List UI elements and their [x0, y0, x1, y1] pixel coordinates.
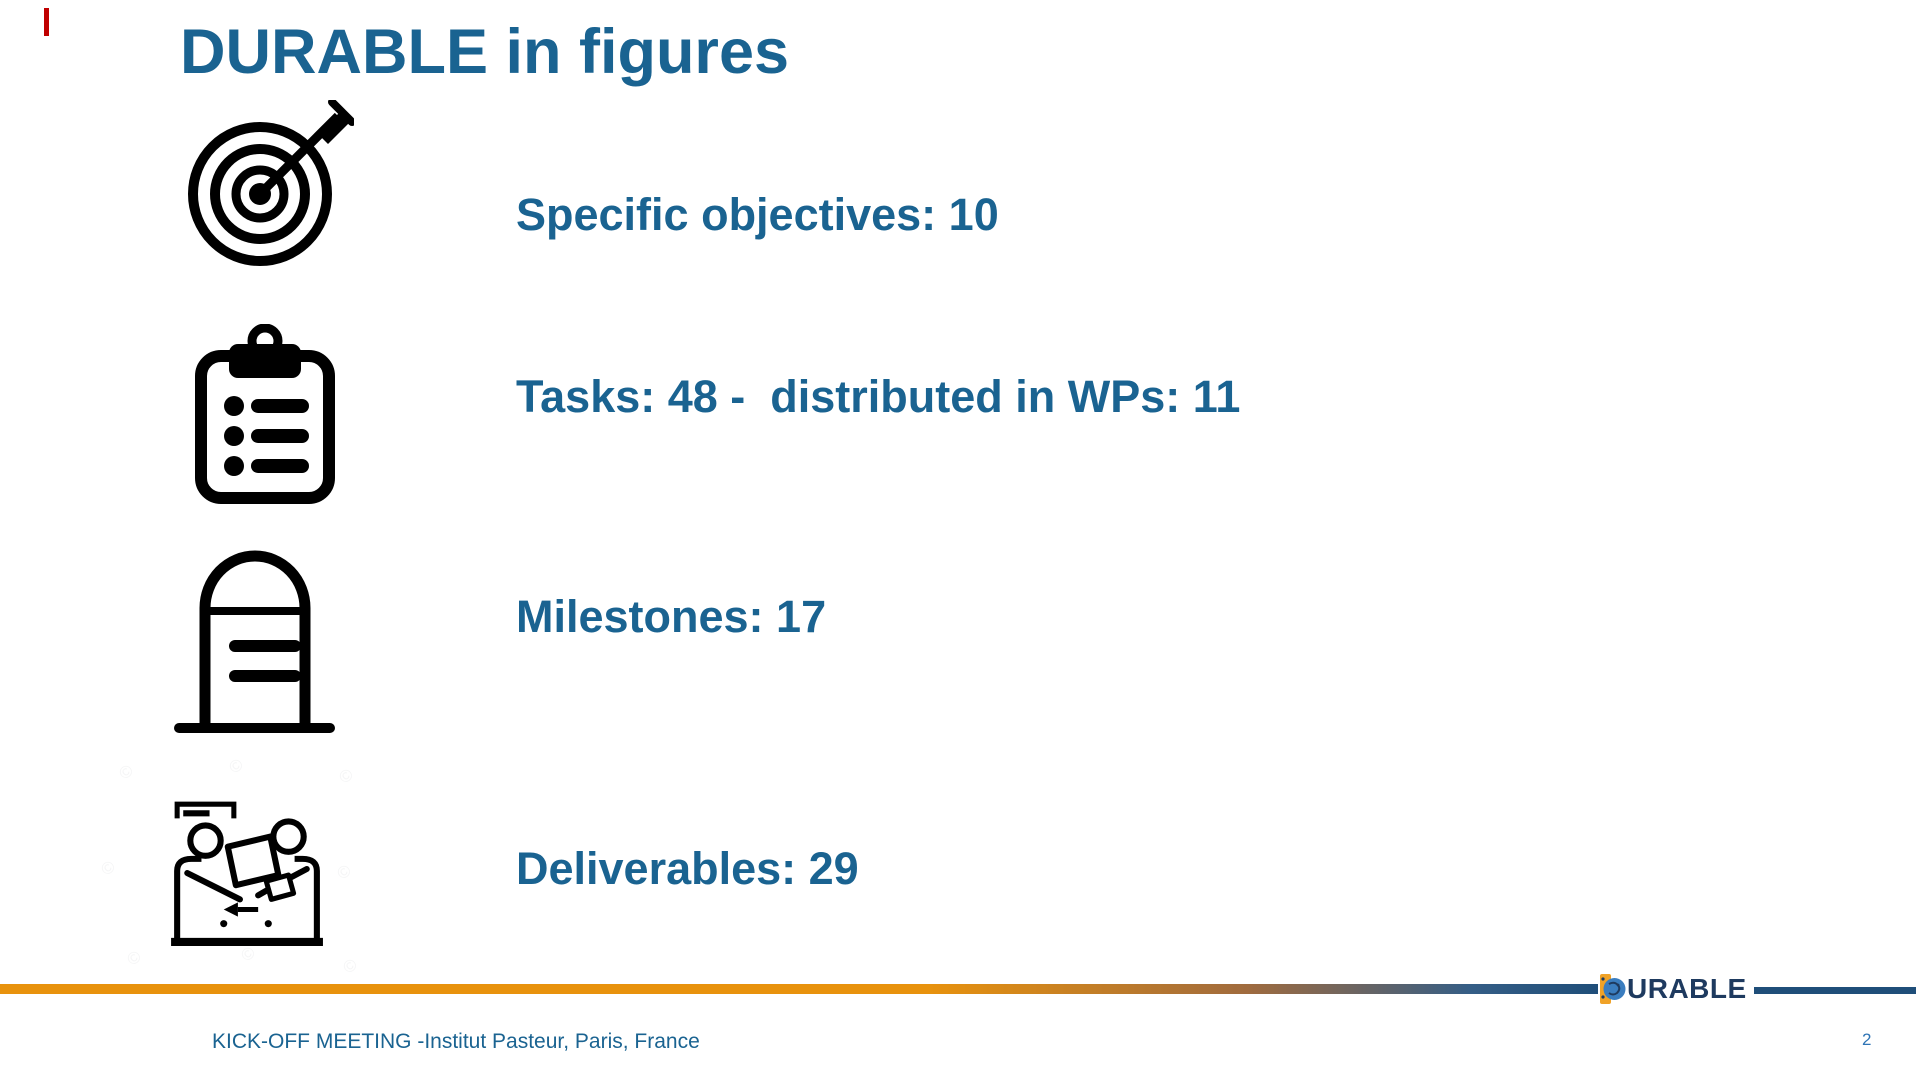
watermark-icon: © [123, 945, 147, 970]
target-icon [182, 98, 356, 272]
watermark-icon: © [115, 759, 139, 784]
bottom-right-rule [1754, 987, 1916, 994]
milestone-icon [172, 538, 337, 734]
stat-milestones: Milestones: 17 [516, 591, 827, 642]
durable-logo-mark-icon [1600, 974, 1626, 1004]
durable-logo-text: URABLE [1627, 973, 1747, 1004]
bottom-gradient-rule [0, 984, 1598, 994]
stat-deliverables: Deliverables: 29 [516, 843, 859, 894]
watermark-icon: © [339, 953, 363, 978]
slide-title: DURABLE in figures [180, 17, 790, 87]
page-number: 2 [1862, 1030, 1872, 1049]
watermark-icon: © [333, 859, 357, 884]
watermark-icon: © [335, 763, 359, 788]
clipboard-tasks-icon [190, 323, 340, 506]
footer-text: KICK-OFF MEETING -Institut Pasteur, Pari… [212, 1030, 700, 1053]
stat-specific-objectives: Specific objectives: 10 [516, 189, 999, 240]
red-mark [44, 8, 49, 36]
watermark-icon: © [225, 753, 249, 778]
stat-tasks: Tasks: 48 - distributed in WPs: 11 [516, 371, 1241, 422]
durable-logo: URABLE [1599, 972, 1747, 1006]
meeting-handover-icon [165, 788, 327, 950]
watermark-icon: © [97, 855, 121, 880]
